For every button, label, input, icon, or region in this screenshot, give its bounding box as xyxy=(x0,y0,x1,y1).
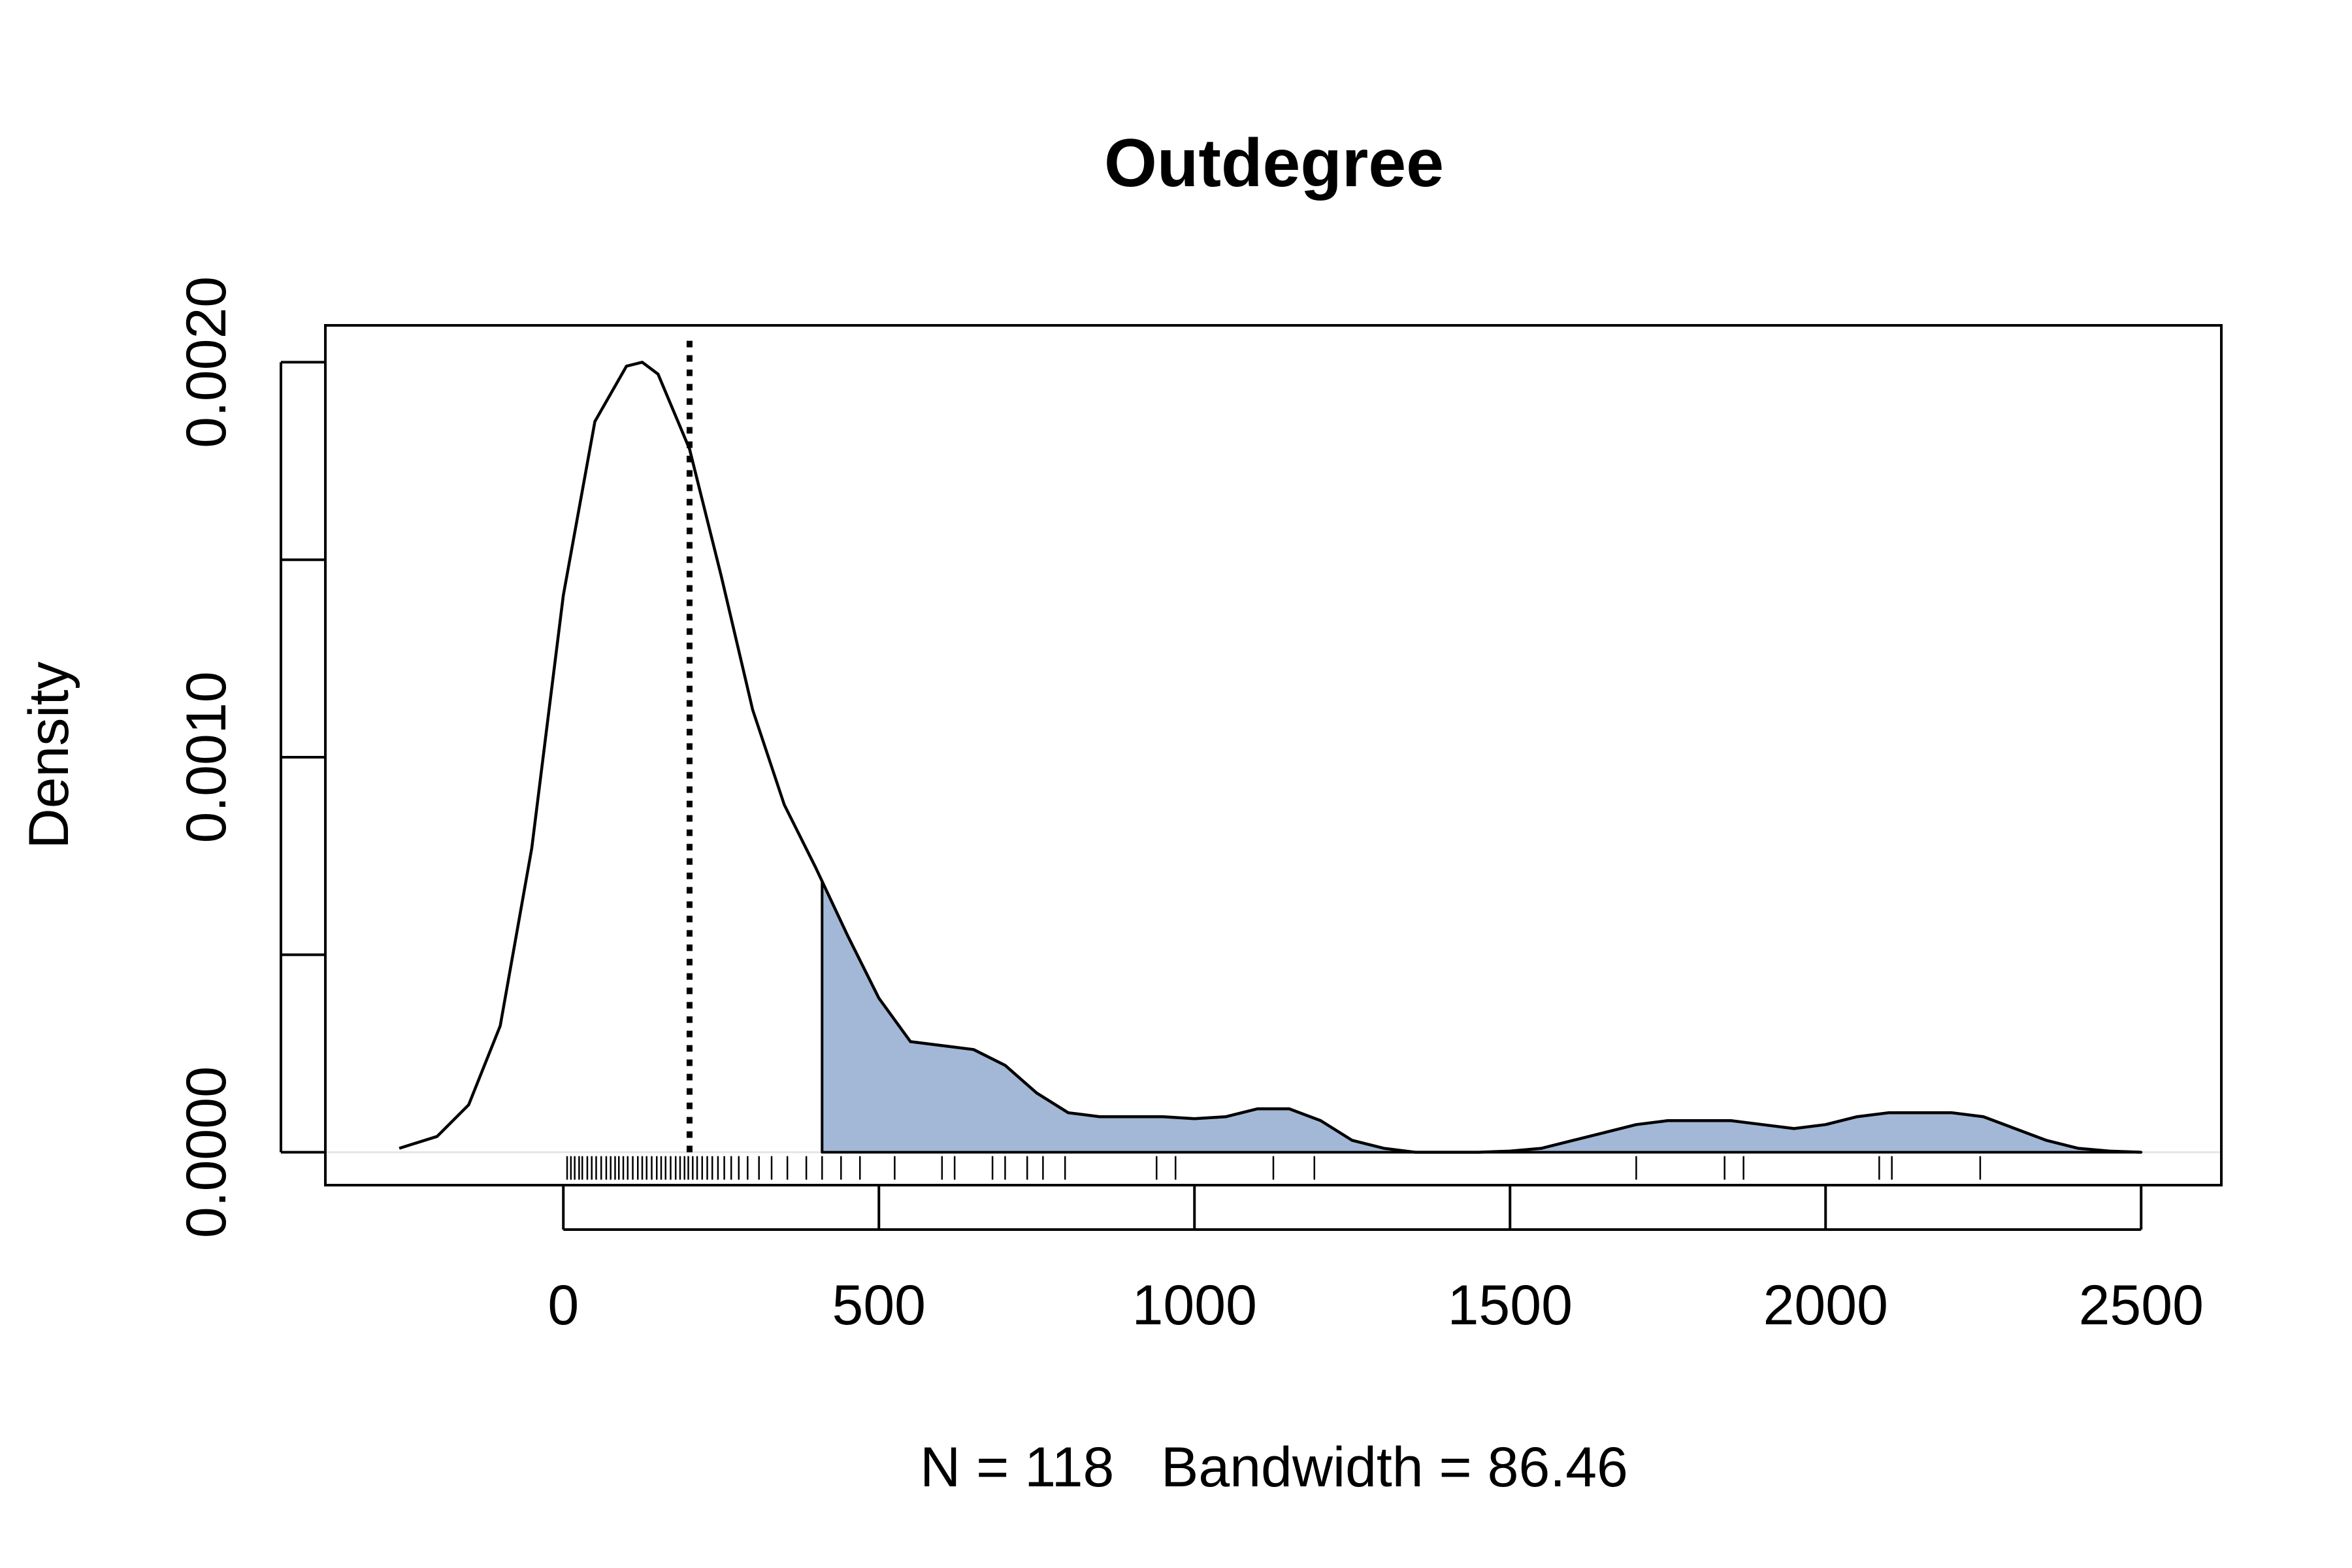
chart-title: Outdegree xyxy=(1104,125,1444,201)
x-tick-label: 2500 xyxy=(2079,1274,2204,1337)
density-curve xyxy=(399,361,2142,1154)
x-tick-label: 2000 xyxy=(1763,1274,1888,1337)
y-tick-label: 0.0010 xyxy=(175,671,238,843)
x-axis: 0 500 1000 1500 2000 2500 xyxy=(547,1184,2204,1337)
x-tick-label: 500 xyxy=(832,1274,926,1337)
x-tick-label: 1500 xyxy=(1448,1274,1573,1337)
x-axis-label: N = 118 Bandwidth = 86.46 xyxy=(920,1436,1628,1499)
x-tick-label: 1000 xyxy=(1132,1274,1257,1337)
y-tick-label: 0.0000 xyxy=(175,1066,238,1238)
y-axis: 0.0000 0.0010 0.0020 xyxy=(175,276,327,1238)
plot-area xyxy=(327,340,2220,1180)
x-tick-label: 0 xyxy=(547,1274,579,1337)
y-tick-label: 0.0020 xyxy=(175,276,238,448)
plot-frame xyxy=(324,324,2223,1186)
y-axis-label: Density xyxy=(18,662,80,849)
